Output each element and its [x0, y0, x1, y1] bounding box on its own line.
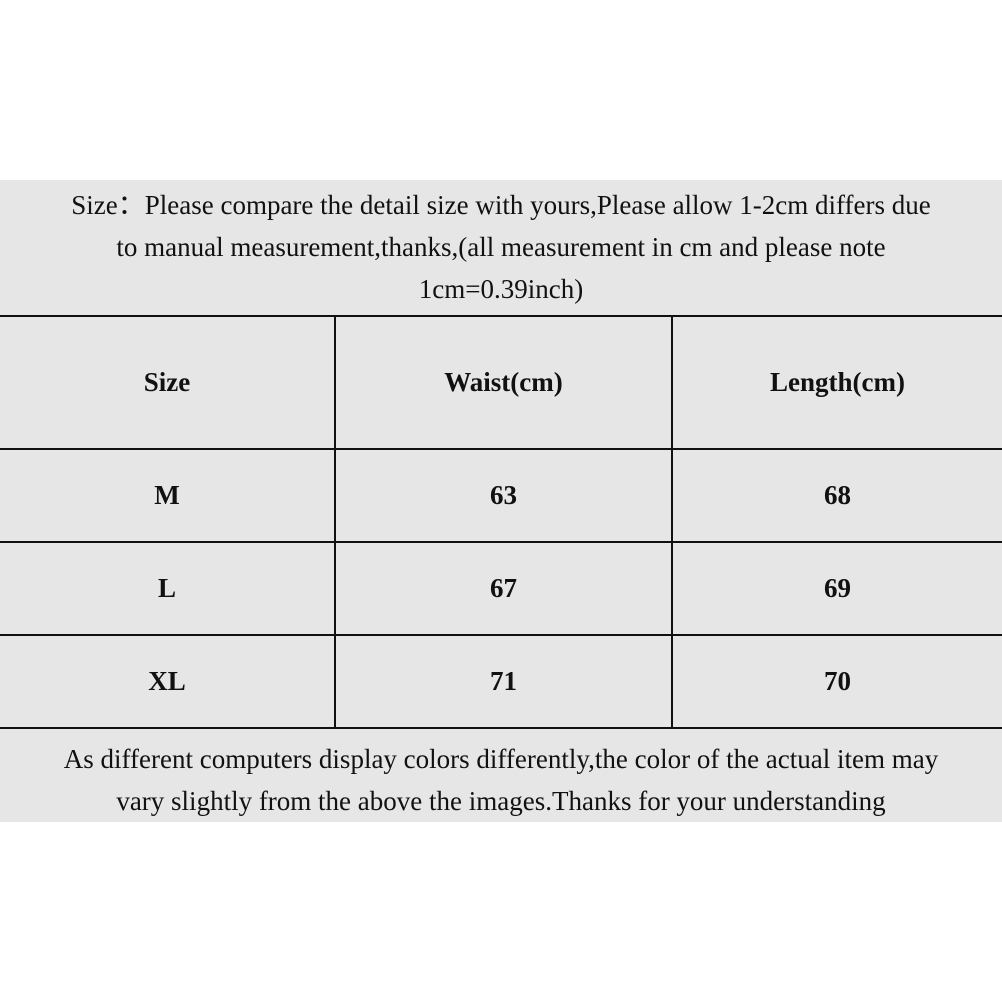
table-header-row: Size Waist(cm) Length(cm): [0, 315, 1002, 450]
size-note: Size：Please compare the detail size with…: [0, 184, 1002, 310]
header-waist: Waist(cm): [334, 315, 673, 450]
cell-length: 69: [671, 541, 1002, 636]
cell-size: M: [0, 448, 336, 543]
cell-length: 70: [671, 634, 1002, 729]
cell-waist: 67: [334, 541, 673, 636]
cell-size: XL: [0, 634, 336, 729]
disclaimer-line: As different computers display colors di…: [63, 744, 939, 774]
table-row: M 63 68: [0, 448, 1002, 543]
size-note-line: Size：Please compare the detail size with…: [71, 190, 931, 220]
table-row: XL 71 70: [0, 634, 1002, 729]
cell-length: 68: [671, 448, 1002, 543]
color-disclaimer: As different computers display colors di…: [0, 738, 1002, 822]
table-row: L 67 69: [0, 541, 1002, 636]
disclaimer-line: vary slightly from the above the images.…: [116, 786, 886, 816]
size-note-line: to manual measurement,thanks,(all measur…: [116, 232, 886, 262]
cell-size: L: [0, 541, 336, 636]
header-size: Size: [0, 315, 336, 450]
cell-waist: 71: [334, 634, 673, 729]
size-note-line: 1cm=0.39inch): [418, 274, 584, 304]
cell-waist: 63: [334, 448, 673, 543]
header-length: Length(cm): [671, 315, 1002, 450]
size-table: Size Waist(cm) Length(cm) M 63 68 L 67 6…: [0, 315, 1002, 729]
